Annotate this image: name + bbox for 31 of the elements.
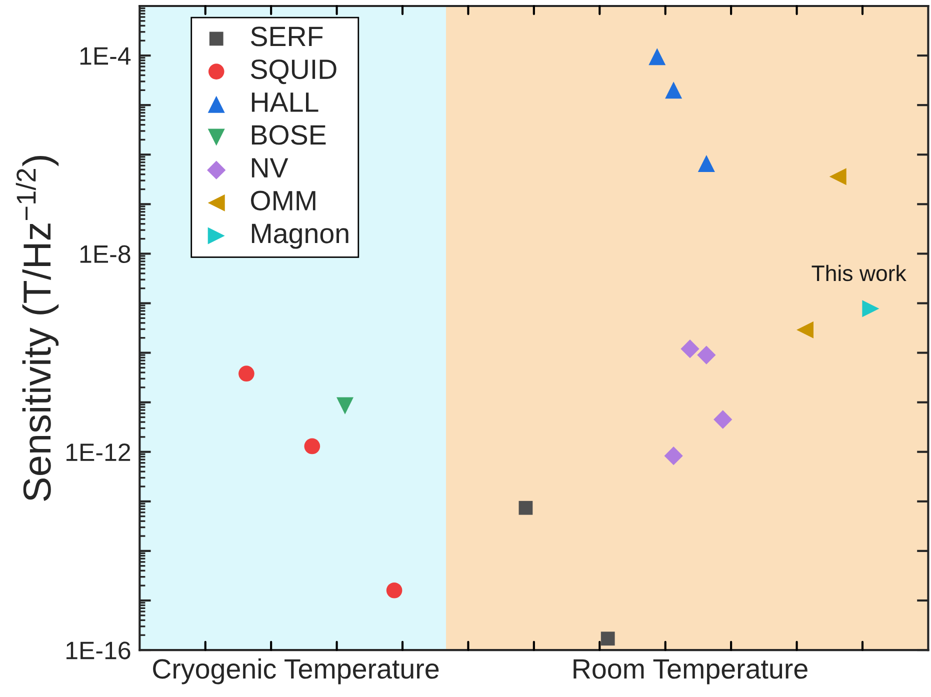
y-tick-label: 1E-12 [66, 443, 130, 461]
y-tick-label: 1E-16 [66, 642, 130, 660]
point [600, 632, 615, 646]
legend-label: Magnon [252, 224, 348, 249]
legend-label: SQUID [250, 59, 336, 84]
annotation: This work [812, 264, 906, 282]
y-tick-label: 1E-4 [80, 47, 131, 65]
point [829, 168, 846, 186]
point [796, 321, 814, 338]
point [518, 500, 533, 515]
point [336, 397, 354, 414]
point [664, 446, 683, 466]
point [238, 366, 254, 382]
point [386, 582, 402, 598]
legend-label: NV [252, 158, 288, 178]
y-tick-label: 1E-8 [80, 245, 130, 263]
legend-label: SERF [250, 26, 323, 46]
y-axis-title: Sensitivity (T/Hz$^{−1/2}$) [16, 156, 59, 501]
legend-label: BOSE [252, 125, 326, 145]
legend-label: OMM [251, 190, 316, 210]
point [697, 346, 716, 364]
point [304, 438, 320, 454]
x-tick-label: Room Temperature [574, 659, 808, 684]
point [714, 410, 732, 429]
point [680, 340, 700, 358]
legend-label: HALL [252, 92, 318, 112]
point [665, 82, 682, 99]
point [862, 300, 880, 318]
x-tick-label: Cryogenic Temperature [153, 658, 439, 684]
point [698, 155, 715, 172]
point [648, 48, 666, 66]
